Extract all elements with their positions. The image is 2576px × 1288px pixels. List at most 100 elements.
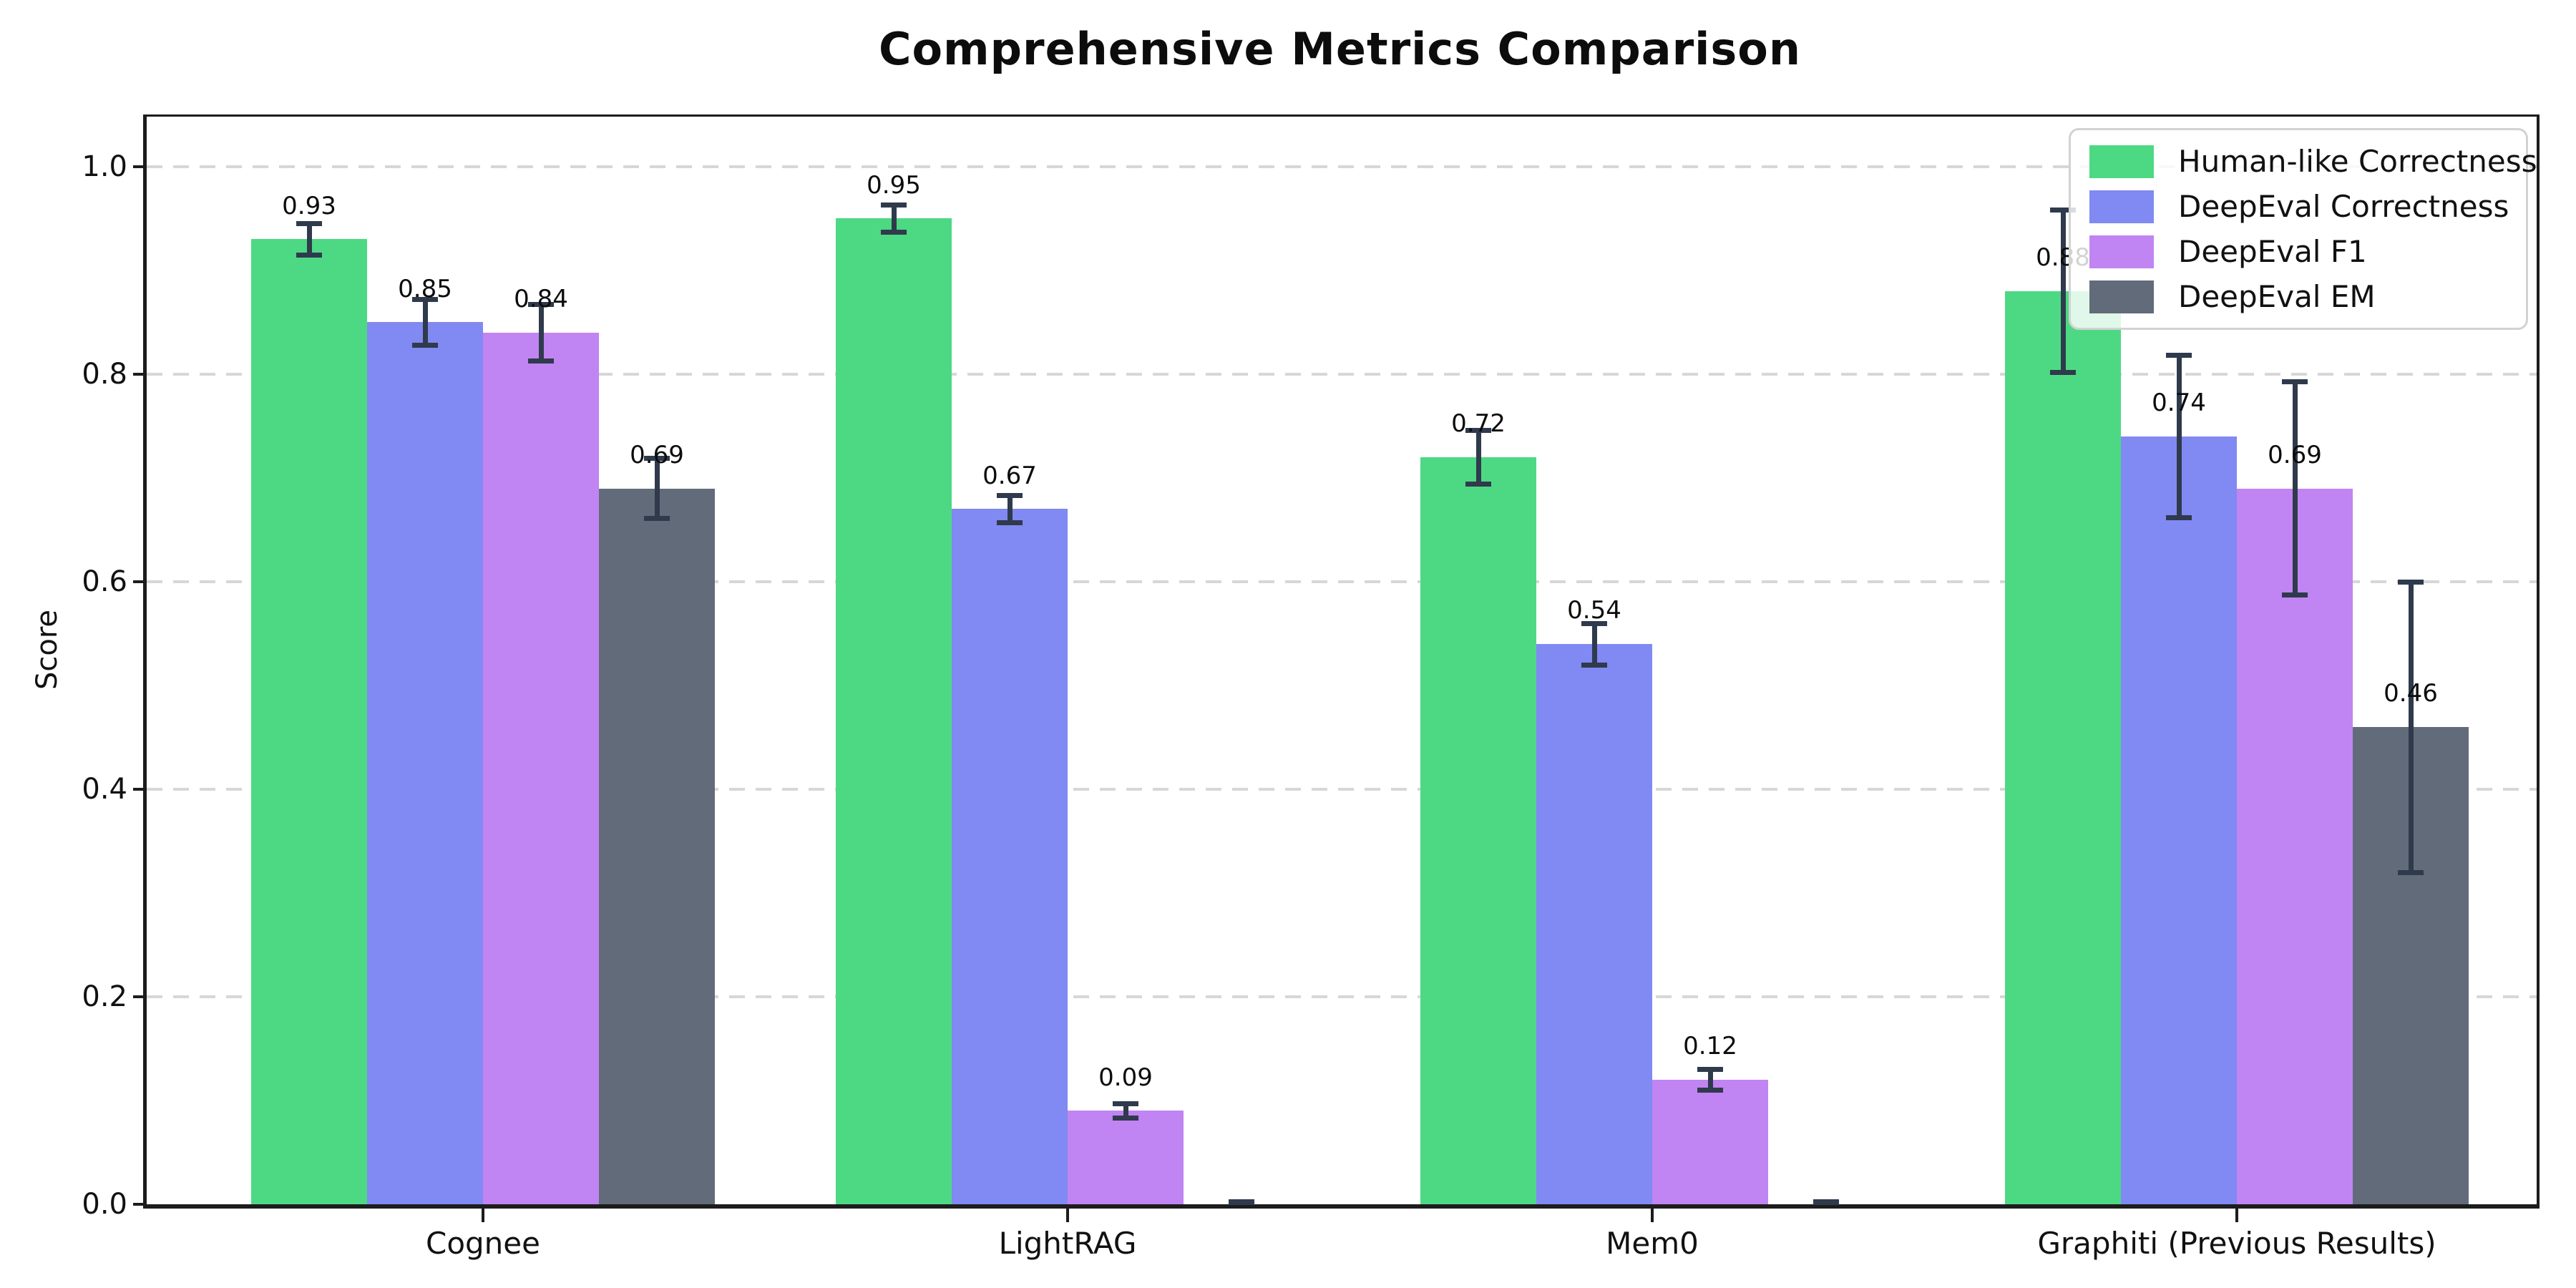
error-bar-deepeval-correctness-mem0 xyxy=(1591,623,1597,665)
error-cap-top-human-like-correctness-mem0 xyxy=(1465,427,1491,433)
error-bar-human-like-correctness-mem0 xyxy=(1475,430,1481,484)
bar-deepeval-em-cognee xyxy=(599,489,715,1204)
error-bar-deepeval-em-graphiti-previous-results xyxy=(2408,582,2414,872)
legend-swatch-deepeval-em xyxy=(2089,280,2154,313)
error-bar-deepeval-correctness-lightrag xyxy=(1007,495,1013,523)
legend-swatch-deepeval-f1 xyxy=(2089,235,2154,268)
bar-value-label-human-like-correctness-lightrag: 0.95 xyxy=(867,170,921,200)
bar-human-like-correctness-graphiti-previous-results xyxy=(2005,291,2121,1204)
legend-swatch-deepeval-correctness xyxy=(2089,190,2154,223)
gridline-1.0 xyxy=(147,165,2537,168)
error-cap-bottom-deepeval-correctness-graphiti-previous-results xyxy=(2166,514,2192,520)
y-tick-label-0.0: 0.0 xyxy=(82,1188,127,1221)
legend-item-deepeval-em: DeepEval EM xyxy=(2089,279,2526,314)
bar-deepeval-f1-lightrag xyxy=(1068,1111,1184,1204)
bar-deepeval-f1-cognee xyxy=(483,333,599,1204)
bar-value-label-deepeval-f1-graphiti-previous-results: 0.69 xyxy=(2268,440,2322,469)
legend-label-deepeval-f1: DeepEval F1 xyxy=(2178,234,2367,269)
y-tick-mark-0.0 xyxy=(133,1203,147,1206)
y-tick-label-0.2: 0.2 xyxy=(82,980,127,1013)
error-cap-bottom-deepeval-f1-mem0 xyxy=(1697,1088,1723,1093)
error-cap-bottom-human-like-correctness-cognee xyxy=(296,252,322,258)
y-tick-mark-1.0 xyxy=(133,165,147,168)
error-cap-top-deepeval-f1-graphiti-previous-results xyxy=(2282,379,2308,384)
y-tick-mark-0.6 xyxy=(133,580,147,583)
bar-human-like-correctness-mem0 xyxy=(1420,457,1536,1204)
x-tick-label-graphiti-previous-results: Graphiti (Previous Results) xyxy=(2037,1226,2436,1261)
bar-value-label-deepeval-f1-cognee: 0.84 xyxy=(514,285,568,314)
bar-deepeval-correctness-lightrag xyxy=(952,509,1068,1204)
bar-value-label-deepeval-correctness-graphiti-previous-results: 0.74 xyxy=(2152,389,2206,418)
legend-item-deepeval-correctness: DeepEval Correctness xyxy=(2089,189,2526,224)
error-bar-deepeval-f1-cognee xyxy=(538,304,544,361)
error-cap-bottom-deepeval-em-graphiti-previous-results xyxy=(2398,869,2424,875)
bar-value-label-deepeval-f1-lightrag: 0.09 xyxy=(1098,1063,1153,1092)
error-cap-bottom-deepeval-em-cognee xyxy=(644,516,670,522)
bar-value-label-human-like-correctness-cognee: 0.93 xyxy=(282,191,336,220)
legend-item-human-like-correctness: Human-like Correctness xyxy=(2089,144,2537,179)
bar-value-label-deepeval-em-graphiti-previous-results: 0.46 xyxy=(2384,679,2438,708)
x-tick-mark-mem0 xyxy=(1651,1209,1654,1222)
gridline-0.4 xyxy=(147,788,2537,791)
error-bar-human-like-correctness-cognee xyxy=(306,223,312,255)
error-cap-top-deepeval-correctness-mem0 xyxy=(1581,620,1607,626)
bar-deepeval-correctness-graphiti-previous-results xyxy=(2121,436,2237,1204)
legend-label-human-like-correctness: Human-like Correctness xyxy=(2178,144,2537,179)
legend-item-deepeval-f1: DeepEval F1 xyxy=(2089,234,2526,269)
error-cap-top-deepeval-correctness-cognee xyxy=(412,297,438,303)
y-tick-label-1.0: 1.0 xyxy=(82,150,127,183)
error-cap-top-deepeval-em-graphiti-previous-results xyxy=(2398,579,2424,585)
y-tick-mark-0.2 xyxy=(133,995,147,998)
bar-value-label-deepeval-correctness-cognee: 0.85 xyxy=(398,274,452,303)
legend-swatch-human-like-correctness xyxy=(2089,145,2154,178)
x-tick-label-mem0: Mem0 xyxy=(1606,1226,1699,1261)
error-cap-top-deepeval-f1-lightrag xyxy=(1113,1101,1138,1106)
gridline-0.2 xyxy=(147,995,2537,998)
error-cap-top-human-like-correctness-lightrag xyxy=(881,203,907,208)
error-bar-deepeval-em-cognee xyxy=(654,458,660,519)
y-tick-label-0.4: 0.4 xyxy=(82,773,127,806)
error-cap-top-deepeval-correctness-lightrag xyxy=(997,493,1023,499)
error-cap-bottom-deepeval-em-mem0 xyxy=(1813,1199,1839,1204)
error-cap-bottom-human-like-correctness-graphiti-previous-results xyxy=(2050,369,2076,375)
error-cap-top-human-like-correctness-cognee xyxy=(296,221,322,227)
error-cap-bottom-deepeval-correctness-mem0 xyxy=(1581,662,1607,668)
error-cap-bottom-deepeval-f1-graphiti-previous-results xyxy=(2282,592,2308,598)
x-tick-label-cognee: Cognee xyxy=(426,1226,540,1261)
y-tick-mark-0.8 xyxy=(133,373,147,376)
bar-value-label-deepeval-f1-mem0: 0.12 xyxy=(1683,1032,1737,1061)
bar-deepeval-correctness-mem0 xyxy=(1536,644,1652,1204)
error-bar-human-like-correctness-graphiti-previous-results xyxy=(2060,210,2066,373)
error-cap-top-deepeval-f1-mem0 xyxy=(1697,1067,1723,1072)
legend-label-deepeval-em: DeepEval EM xyxy=(2178,279,2376,314)
error-bar-deepeval-f1-mem0 xyxy=(1707,1069,1713,1091)
y-tick-label-0.6: 0.6 xyxy=(82,565,127,598)
legend: Human-like Correctness DeepEval Correctne… xyxy=(2069,128,2537,330)
y-tick-label-0.8: 0.8 xyxy=(82,358,127,391)
error-cap-bottom-deepeval-correctness-lightrag xyxy=(997,519,1023,525)
chart-title: Comprehensive Metrics Comparison xyxy=(878,23,1802,75)
gridline-0.8 xyxy=(147,373,2537,376)
x-tick-label-lightrag: LightRAG xyxy=(998,1226,1137,1261)
x-tick-mark-graphiti-previous-results xyxy=(2235,1209,2238,1222)
bar-deepeval-correctness-cognee xyxy=(367,322,483,1204)
error-bar-deepeval-correctness-graphiti-previous-results xyxy=(2176,355,2182,518)
error-bar-deepeval-f1-graphiti-previous-results xyxy=(2292,381,2298,595)
error-bar-deepeval-correctness-cognee xyxy=(422,299,428,346)
bar-human-like-correctness-lightrag xyxy=(836,218,952,1204)
y-tick-mark-0.4 xyxy=(133,788,147,791)
x-tick-mark-lightrag xyxy=(1066,1209,1069,1222)
error-cap-bottom-deepeval-f1-lightrag xyxy=(1113,1116,1138,1121)
error-cap-bottom-human-like-correctness-mem0 xyxy=(1465,482,1491,487)
bar-value-label-deepeval-em-cognee: 0.69 xyxy=(630,440,684,469)
bar-value-label-deepeval-correctness-mem0: 0.54 xyxy=(1567,596,1621,625)
error-cap-top-deepeval-correctness-graphiti-previous-results xyxy=(2166,353,2192,358)
bar-deepeval-f1-graphiti-previous-results xyxy=(2237,489,2353,1204)
bar-human-like-correctness-cognee xyxy=(251,239,367,1204)
gridline-0.6 xyxy=(147,580,2537,583)
error-cap-bottom-deepeval-correctness-cognee xyxy=(412,342,438,348)
error-cap-bottom-deepeval-em-lightrag xyxy=(1229,1199,1254,1204)
legend-label-deepeval-correctness: DeepEval Correctness xyxy=(2178,189,2509,224)
error-cap-top-human-like-correctness-graphiti-previous-results xyxy=(2050,208,2076,213)
